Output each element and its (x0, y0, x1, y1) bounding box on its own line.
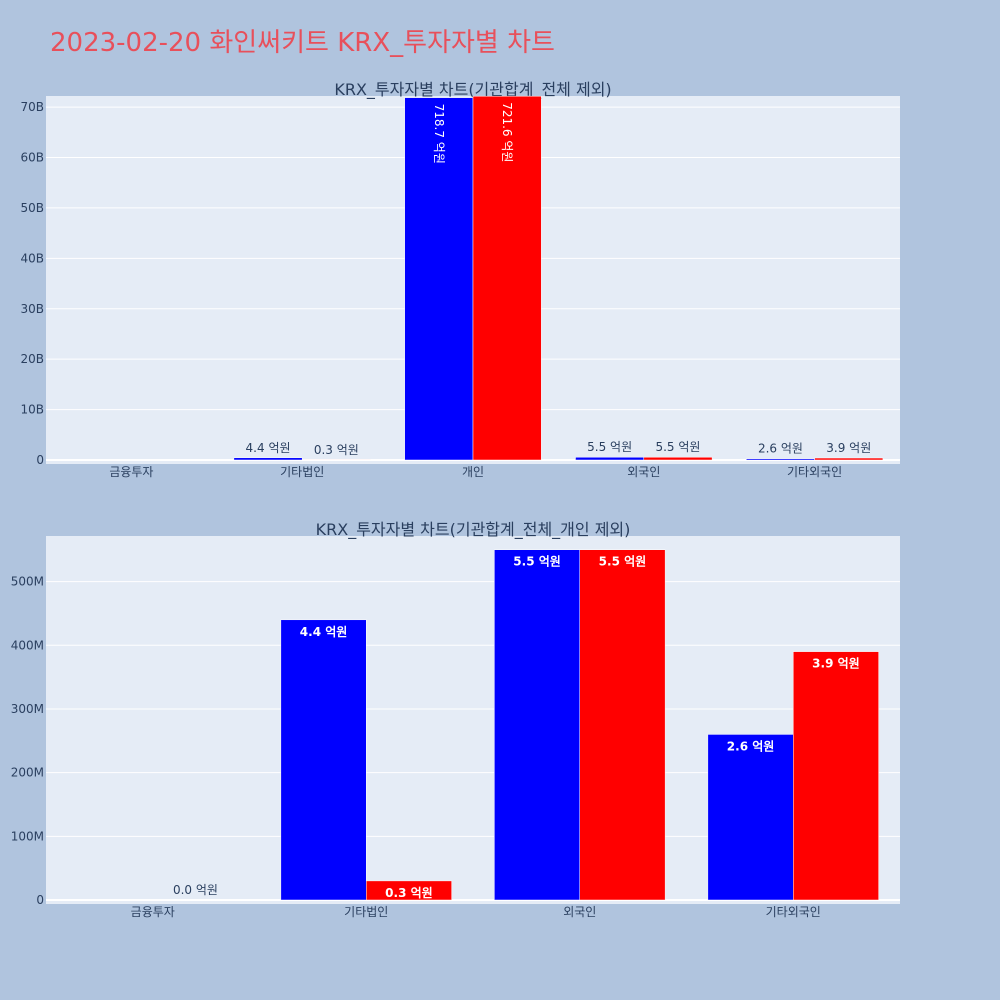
subplot-title: KRX_투자자별 차트(기관합계_전체_개인 제외) (316, 520, 631, 540)
y-tick-label: 40B (20, 251, 44, 265)
y-tick-label: 300M (11, 702, 44, 716)
x-tick-label: 기타외국인 (766, 905, 821, 919)
y-tick-label: 500M (11, 575, 44, 589)
data-label: 3.9 억원 (826, 441, 871, 455)
y-tick-label: 0 (36, 893, 44, 907)
bar-buy (280, 619, 367, 901)
y-tick-label: 30B (20, 302, 44, 316)
bar-sell (793, 651, 879, 901)
y-tick-label: 200M (11, 766, 44, 780)
bar-sell (814, 457, 884, 461)
data-label: 5.5 억원 (587, 440, 632, 454)
y-tick-label: 50B (20, 201, 44, 215)
y-tick-label: 20B (20, 352, 44, 366)
y-tick-label: 70B (20, 100, 44, 114)
bar-buy (494, 549, 581, 901)
bar-buy (746, 458, 815, 461)
y-tick-label: 400M (11, 638, 44, 652)
data-label: 3.9 억원 (812, 657, 860, 671)
x-tick-label: 기타법인 (280, 465, 324, 479)
x-tick-label: 기타외국인 (787, 465, 842, 479)
subplot-title: KRX_투자자별 차트(기관합계_전체 제외) (334, 80, 611, 100)
bar-buy (575, 456, 645, 461)
x-tick-label: 외국인 (627, 465, 660, 479)
bar-sell (472, 95, 542, 461)
y-tick-label: 100M (11, 829, 44, 843)
x-tick-label: 금융투자 (109, 465, 153, 479)
chart-2: 0 100M 200M 300M 400M 500M KRX_투자자별 차트(기관합계_전체… (11, 520, 900, 919)
data-label: 0.3 억원 (385, 886, 433, 900)
y-tick-label: 60B (20, 151, 44, 165)
data-label: 5.5 억원 (599, 555, 647, 569)
page-title: 2023-02-20 화인써키트 KRX_투자자별 차트 (50, 28, 555, 58)
data-label: 721.6 억원 (500, 102, 514, 162)
y-tick-label: 0 (36, 453, 44, 467)
x-tick-label: 외국인 (563, 905, 596, 919)
data-label: 4.4 억원 (300, 625, 348, 639)
data-label: 4.4 억원 (246, 441, 291, 455)
data-label: 5.5 억원 (655, 440, 700, 454)
bar-sell (366, 880, 452, 901)
data-label: 0.0 억원 (173, 883, 218, 897)
bar-buy (404, 97, 474, 461)
x-tick-label: 개인 (462, 465, 484, 479)
x-tick-label: 금융투자 (131, 905, 175, 919)
data-label: 2.6 억원 (727, 739, 775, 753)
data-label: 0.3 억원 (314, 443, 359, 457)
chart-1: 0 10B 20B 30B 40B 50B 60B 70B KRX_투자자별 차트(기관합계_전… (20, 80, 900, 479)
y-tick-label: 10B (20, 403, 44, 417)
bar-sell (579, 549, 666, 901)
bar-buy (233, 457, 303, 461)
data-label: 5.5 억원 (513, 555, 561, 569)
data-label: 2.6 억원 (758, 442, 803, 456)
x-tick-label: 기타법인 (344, 905, 388, 919)
bar-buy (707, 734, 794, 901)
bar-sell (643, 456, 713, 461)
data-label: 718.7 억원 (432, 104, 446, 164)
